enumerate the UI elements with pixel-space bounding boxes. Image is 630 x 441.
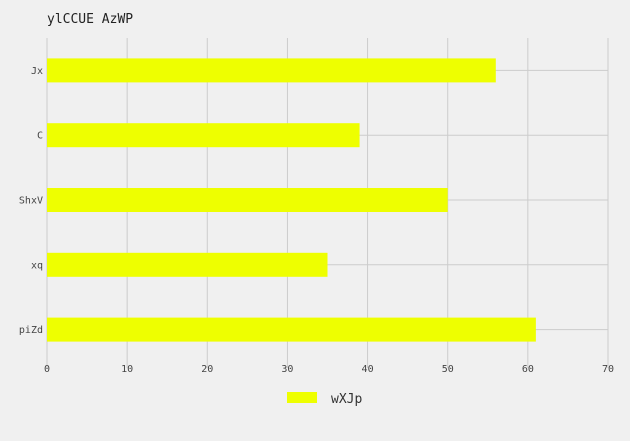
- x-tick-label: 20: [201, 364, 213, 375]
- y-tick-label: piZd: [19, 325, 43, 336]
- x-tick-label: 60: [522, 364, 534, 375]
- y-axis-tick-labels: Jx C ShxV xq piZd: [19, 66, 43, 336]
- x-axis-tick-labels: 0 10 20 30 40 50 60 70: [44, 364, 614, 375]
- x-tick-label: 10: [121, 364, 133, 375]
- x-tick-label: 50: [442, 364, 454, 375]
- x-tick-label: 0: [44, 364, 50, 375]
- bar-C: [47, 123, 360, 148]
- x-tick-label: 40: [362, 364, 374, 375]
- bars: [47, 58, 536, 342]
- legend-swatch: [287, 392, 317, 403]
- legend-label: wXJp: [331, 392, 362, 407]
- bar-piZd: [47, 317, 536, 342]
- chart-title: ylCCUE AzWP: [47, 12, 133, 27]
- legend: wXJp: [287, 392, 362, 407]
- x-tick-label: 30: [281, 364, 293, 375]
- bar-Jx: [47, 58, 496, 83]
- y-tick-label: ShxV: [19, 196, 43, 207]
- bar-ShxV: [47, 188, 448, 212]
- y-tick-label: Jx: [31, 66, 43, 77]
- y-tick-label: xq: [31, 260, 43, 271]
- y-tick-label: C: [37, 131, 43, 142]
- bar-xq: [47, 252, 328, 277]
- x-tick-label: 70: [602, 364, 614, 375]
